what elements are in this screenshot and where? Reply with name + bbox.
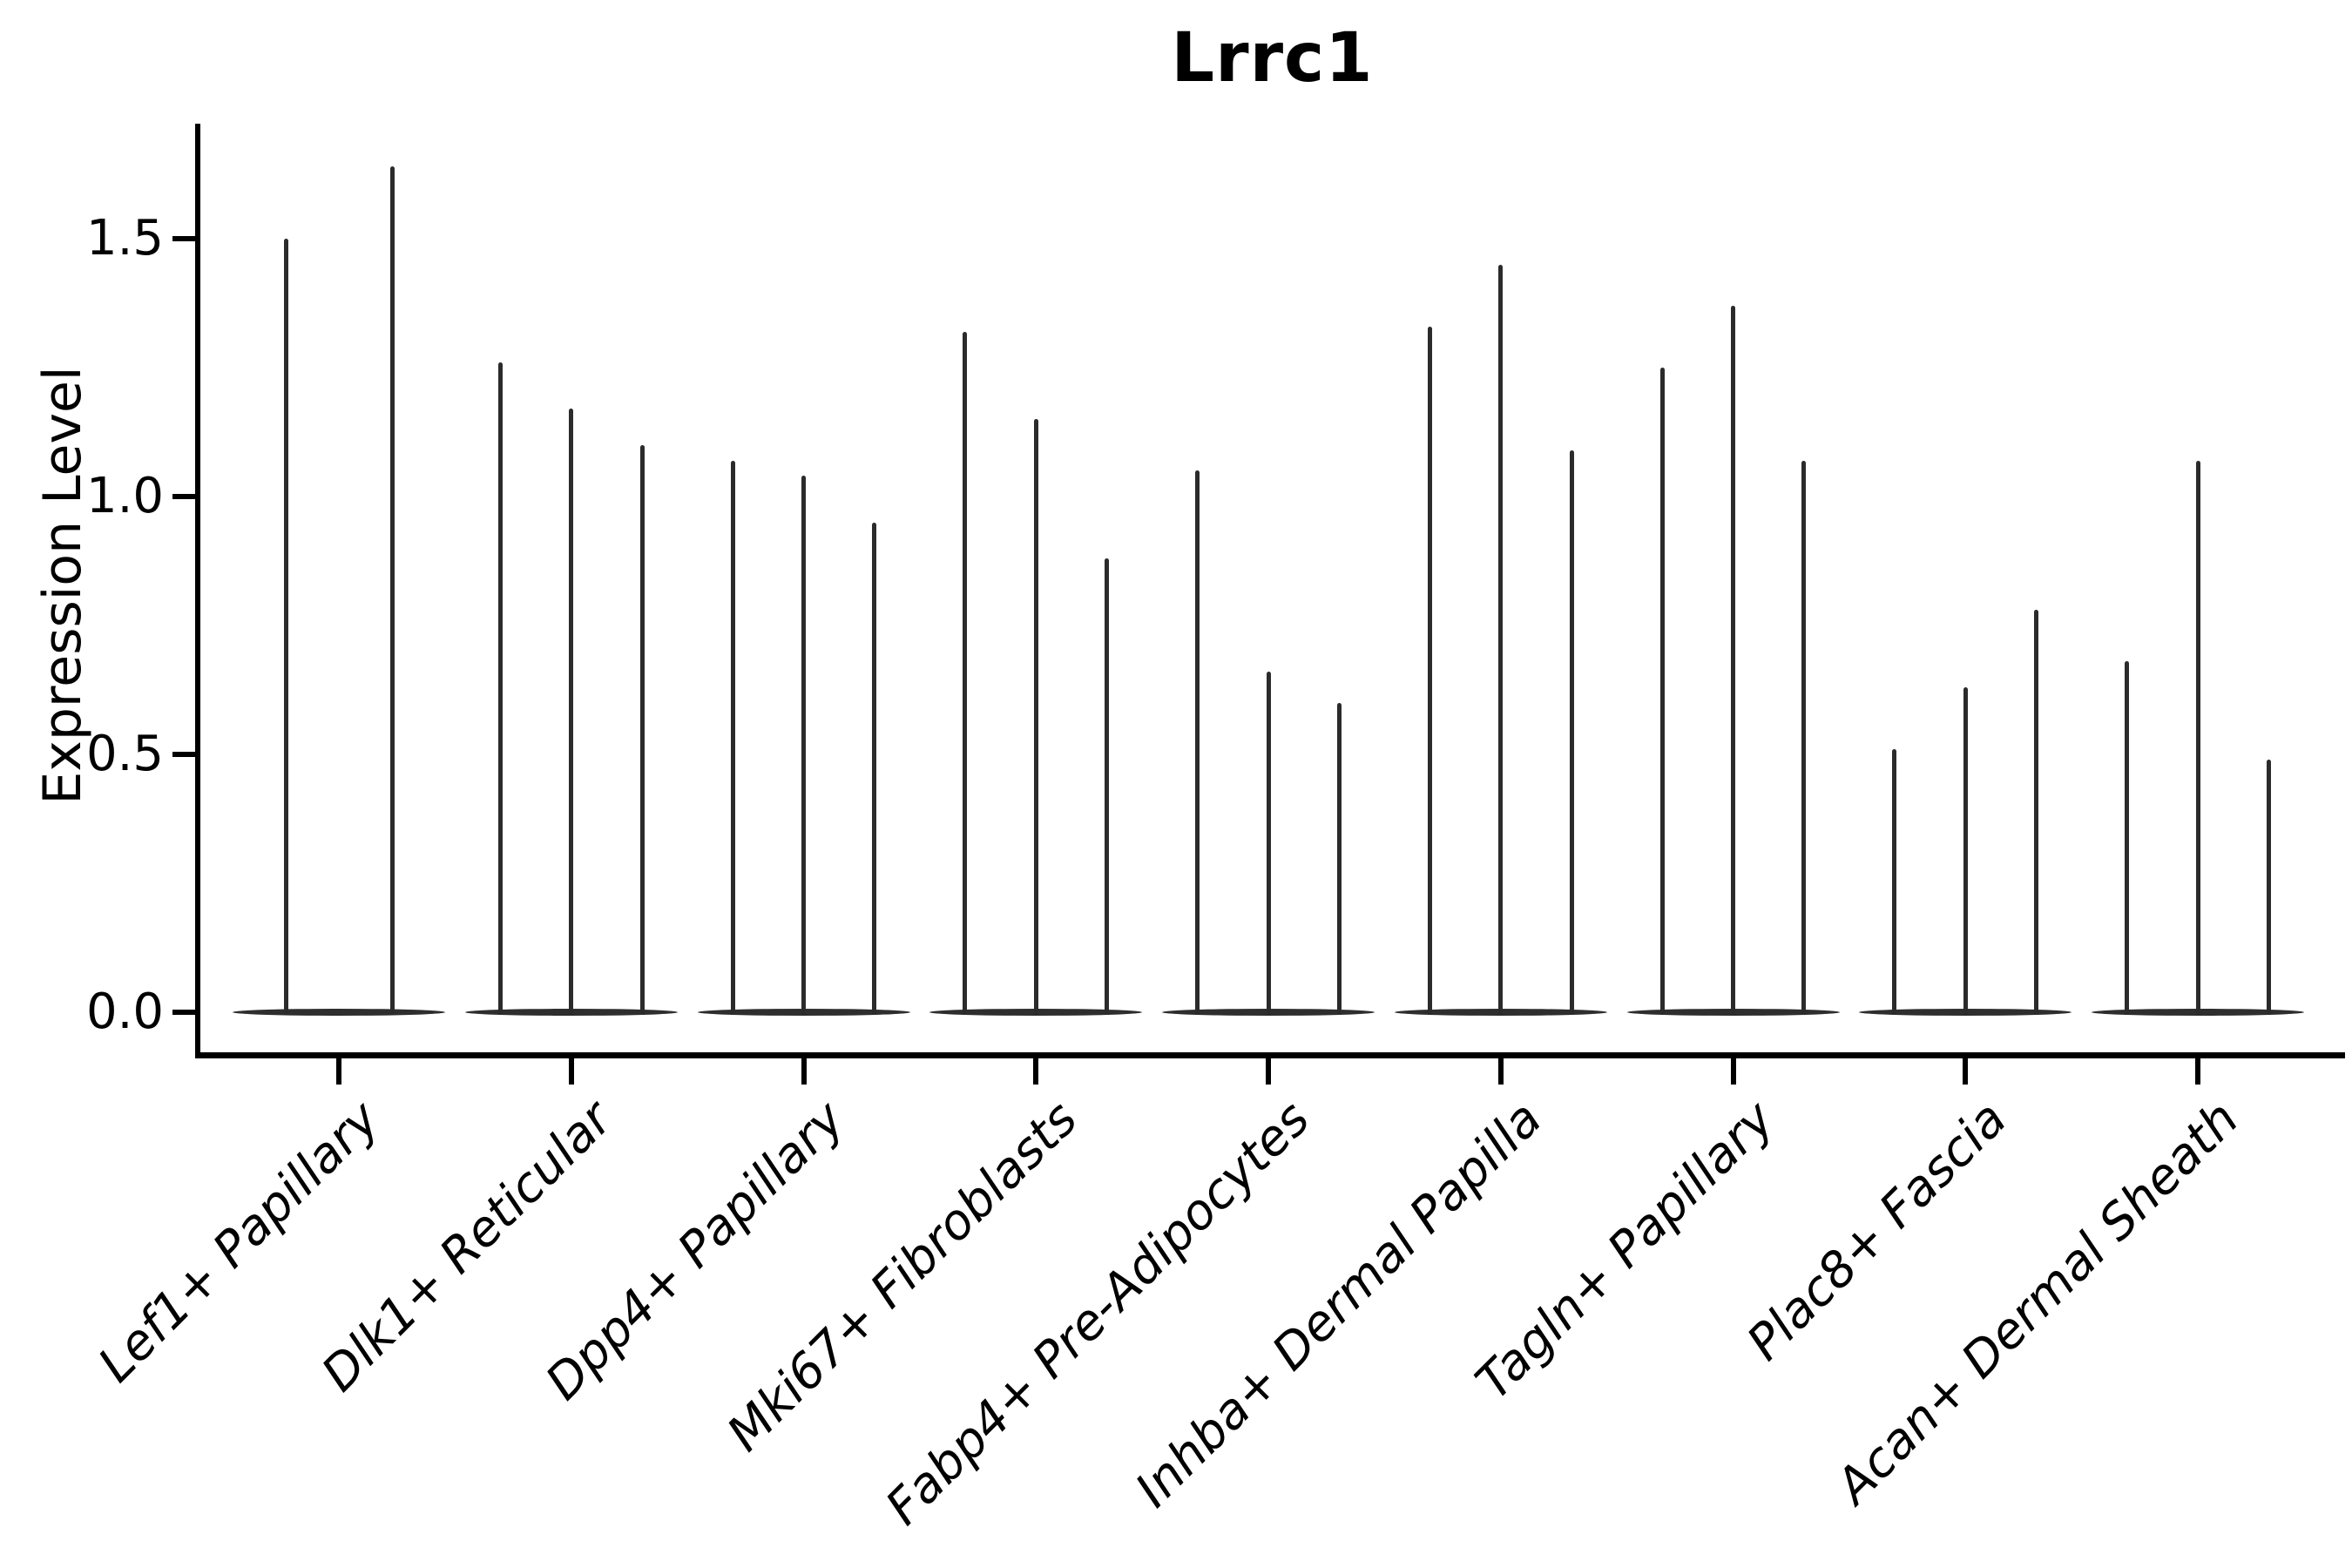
x-tick-mark <box>1266 1058 1271 1085</box>
violin-needle <box>1336 702 1342 1015</box>
y-tick-label: 1.5 <box>85 210 164 267</box>
violin-needle <box>497 362 503 1015</box>
y-axis-spine <box>195 124 200 1058</box>
x-tick-mark <box>1963 1058 1969 1085</box>
violin-needle <box>1105 558 1110 1015</box>
y-tick-label: 0.5 <box>85 726 164 782</box>
x-tick-label: Fabp4+ Pre-Adipocytes <box>875 1090 1321 1537</box>
violin-needle <box>872 522 877 1015</box>
violin-needle <box>1427 326 1432 1015</box>
violin-needle <box>730 460 735 1015</box>
x-tick-mark <box>336 1058 341 1085</box>
x-tick-mark <box>568 1058 574 1085</box>
x-tick-mark <box>2195 1058 2200 1085</box>
violin-base <box>233 1009 445 1016</box>
violin-needle <box>801 476 806 1015</box>
violin-needle <box>1659 368 1665 1015</box>
violin-needle <box>1892 749 1897 1015</box>
violin-needle <box>1033 419 1038 1015</box>
violin-needle <box>1801 460 1807 1015</box>
violin-needle <box>963 331 968 1015</box>
x-tick-label: Acan+ Dermal Sheath <box>1825 1090 2250 1515</box>
y-tick-label: 1.0 <box>85 468 164 524</box>
y-tick-label: 0.0 <box>85 983 164 1040</box>
x-axis-spine <box>195 1052 2345 1058</box>
violin-needle <box>1963 687 1968 1015</box>
violin-needle <box>639 444 645 1015</box>
y-tick-mark <box>172 752 199 757</box>
violin-needle <box>2034 610 2039 1015</box>
violin-needle <box>569 409 574 1015</box>
violin-needle <box>1195 470 1200 1015</box>
y-tick-mark <box>172 1010 199 1015</box>
y-tick-mark <box>172 236 199 241</box>
violin-needle <box>1569 449 1574 1015</box>
x-tick-mark <box>1033 1058 1039 1085</box>
violin-needle <box>2266 759 2271 1015</box>
violin-needle <box>2125 661 2130 1015</box>
x-tick-mark <box>1497 1058 1504 1085</box>
violin-needle <box>283 239 288 1015</box>
chart-title: Lrrc1 <box>1171 19 1374 98</box>
violin-needle <box>2195 460 2200 1015</box>
x-tick-label: Inhba+ Dermal Papilla <box>1125 1090 1553 1518</box>
violin-needle <box>1498 264 1504 1015</box>
violin-needle <box>1731 305 1735 1015</box>
x-tick-mark <box>801 1058 807 1085</box>
violin-needle <box>389 166 395 1015</box>
violin-needle <box>1266 672 1271 1015</box>
x-tick-mark <box>1730 1058 1736 1085</box>
y-tick-mark <box>172 494 199 499</box>
